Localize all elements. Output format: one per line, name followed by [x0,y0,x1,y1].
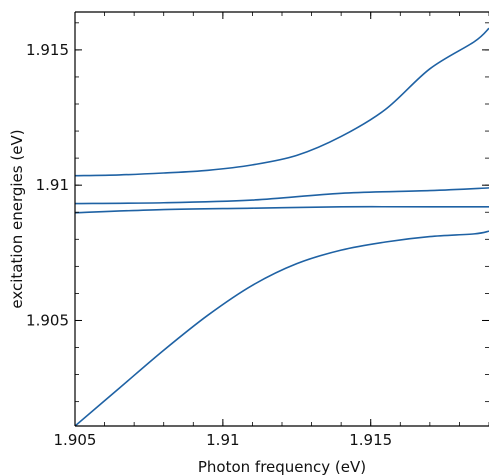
y-axis-title: excitation energies (eV) [8,129,26,308]
series-line-2 [75,187,489,205]
x-axis-title: Photon frequency (eV) [198,458,366,476]
y-tick-label-2: 1.91 [36,176,69,194]
x-tick-label-1: 1.905 [54,431,97,449]
y-tick-label-3: 1.915 [26,41,69,59]
series-line-3 [75,205,489,214]
plot-background [75,12,489,426]
y-tick-label-1: 1.905 [26,311,69,329]
series-line-1 [75,27,489,177]
tick-layer: 1.905 1.91 1.915 1.905 1.91 1.915 [26,12,489,449]
x-tick-label-3: 1.915 [349,431,392,449]
series-line-4 [75,230,489,426]
x-tick-label-2: 1.91 [206,431,239,449]
series-layer [75,27,489,426]
